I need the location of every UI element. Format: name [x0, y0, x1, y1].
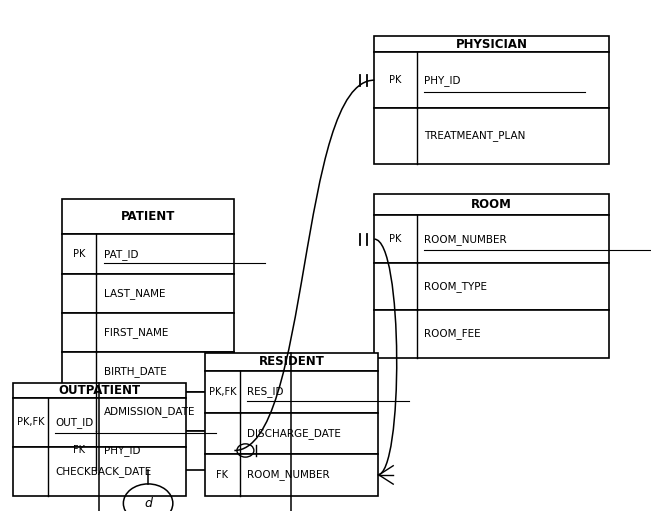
Text: PK: PK: [389, 75, 402, 85]
Bar: [62, 274, 234, 313]
Text: PK,FK: PK,FK: [208, 387, 236, 397]
Text: FK: FK: [216, 470, 229, 480]
Text: PHYSICIAN: PHYSICIAN: [456, 38, 527, 51]
Bar: [374, 52, 609, 108]
Bar: [374, 216, 609, 263]
Bar: [374, 310, 609, 358]
Text: ROOM_FEE: ROOM_FEE: [424, 329, 481, 339]
Text: OUT_ID: OUT_ID: [55, 417, 94, 428]
Bar: [13, 398, 186, 447]
Text: BIRTH_DATE: BIRTH_DATE: [104, 366, 167, 378]
Text: DISCHARGE_DATE: DISCHARGE_DATE: [247, 428, 341, 439]
Bar: [62, 235, 234, 274]
Bar: [205, 353, 378, 371]
Bar: [62, 313, 234, 352]
Text: PK: PK: [389, 234, 402, 244]
Text: PHY_ID: PHY_ID: [104, 445, 141, 456]
Bar: [62, 199, 234, 235]
Bar: [62, 391, 234, 431]
Text: CHECKBACK_DATE: CHECKBACK_DATE: [55, 466, 152, 477]
Text: FK: FK: [73, 446, 85, 455]
Bar: [374, 263, 609, 310]
Bar: [13, 447, 186, 496]
Bar: [62, 431, 234, 470]
Bar: [374, 194, 609, 216]
Bar: [374, 108, 609, 164]
Text: RESIDENT: RESIDENT: [258, 355, 324, 368]
Text: PK,FK: PK,FK: [16, 417, 44, 427]
Text: FIRST_NAME: FIRST_NAME: [104, 327, 169, 338]
Bar: [205, 371, 378, 413]
Text: ROOM_NUMBER: ROOM_NUMBER: [247, 470, 330, 480]
Text: ADMISSION_DATE: ADMISSION_DATE: [104, 406, 196, 416]
Bar: [62, 352, 234, 391]
Text: ROOM_TYPE: ROOM_TYPE: [424, 281, 488, 292]
Text: d: d: [144, 497, 152, 510]
Text: PATIENT: PATIENT: [121, 211, 175, 223]
Text: PHY_ID: PHY_ID: [424, 75, 461, 86]
Bar: [374, 36, 609, 52]
Text: ROOM: ROOM: [471, 198, 512, 212]
Bar: [205, 413, 378, 454]
Text: TREATMEANT_PLAN: TREATMEANT_PLAN: [424, 130, 526, 141]
Text: PK: PK: [73, 249, 85, 259]
Text: OUTPATIENT: OUTPATIENT: [58, 384, 141, 397]
Bar: [13, 383, 186, 398]
Text: RES_ID: RES_ID: [247, 386, 284, 398]
Text: LAST_NAME: LAST_NAME: [104, 288, 165, 299]
Text: ROOM_NUMBER: ROOM_NUMBER: [424, 234, 507, 245]
Bar: [205, 454, 378, 496]
Text: PAT_ID: PAT_ID: [104, 249, 139, 260]
